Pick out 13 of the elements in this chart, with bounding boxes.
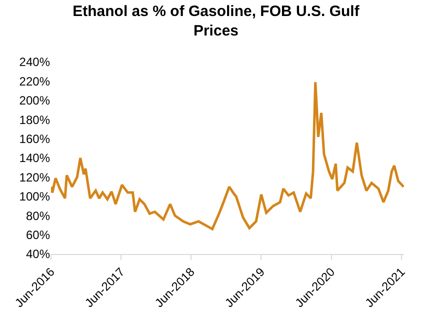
y-tick-label: 40% — [26, 247, 50, 262]
y-tick-label: 120% — [19, 170, 50, 184]
y-tick-label: 200% — [19, 94, 50, 108]
y-tick-label: 180% — [19, 112, 50, 127]
y-tick-label: 60% — [26, 228, 50, 242]
y-tick-label: 100% — [19, 190, 50, 204]
y-tick-label: 240% — [19, 55, 50, 70]
y-tick-label: 220% — [19, 74, 50, 88]
y-tick-label: 80% — [26, 208, 50, 223]
y-tick-label: 140% — [19, 151, 50, 166]
line-series — [51, 80, 404, 230]
y-tick-label: 160% — [19, 132, 50, 146]
chart-title: Ethanol as % of Gasoline, FOB U.S. Gulf Prices — [72, 3, 360, 40]
